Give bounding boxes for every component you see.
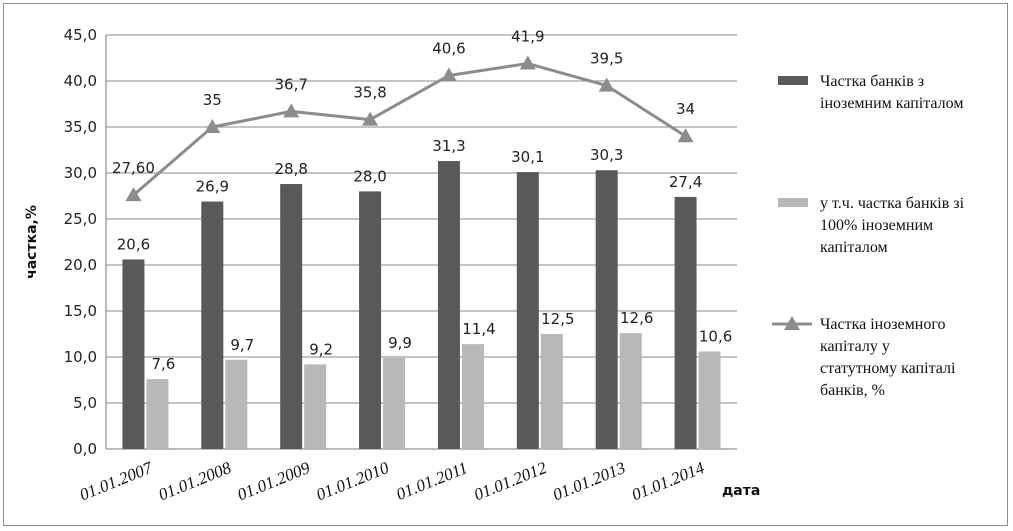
y-tick-label: 25,0 — [64, 210, 97, 228]
x-tick-label: 01.01.2011 — [394, 458, 471, 504]
legend: Частка банків з іноземним капіталом у т.ч.… — [772, 73, 965, 399]
y-tick-label: 45,0 — [64, 26, 97, 44]
data-label-100pct-foreign-banks: 12,5 — [541, 310, 574, 328]
x-tick-label: 01.01.2007 — [77, 458, 156, 505]
legend-entry-text: банків, % — [820, 382, 885, 399]
y-tick-label: 30,0 — [64, 164, 97, 182]
legend-entry-text: капіталу у — [820, 338, 890, 355]
line-point-marker — [677, 128, 694, 143]
legend-entry-text: капіталом — [820, 239, 888, 256]
x-tick-label: 01.01.2010 — [314, 458, 393, 504]
legend-swatch — [778, 198, 808, 207]
data-label-foreign-capital-banks: 27,4 — [669, 173, 702, 191]
bar-foreign-capital-banks — [122, 259, 145, 449]
data-label-foreign-share-in-capital: 34 — [676, 100, 695, 118]
bar-foreign-capital-banks — [516, 172, 539, 449]
data-label-100pct-foreign-banks: 9,9 — [388, 334, 412, 352]
data-label-foreign-share-in-capital: 39,5 — [590, 50, 623, 68]
y-axis-ticks: 0,0 5,0 10,0 15,0 20,0 25,0 30,0 35,0 40,0 45,0 — [64, 26, 97, 458]
bar-100pct-foreign-banks — [146, 379, 169, 449]
data-label-100pct-foreign-banks: 7,6 — [152, 355, 176, 373]
data-label-foreign-share-in-capital: 35 — [203, 91, 222, 109]
data-label-100pct-foreign-banks: 9,2 — [309, 340, 333, 358]
legend-triangle-icon — [784, 316, 800, 330]
bars — [122, 161, 721, 450]
x-tick-label: 01.01.2012 — [471, 458, 550, 504]
bar-100pct-foreign-banks — [461, 344, 484, 449]
y-tick-label: 0,0 — [73, 440, 97, 458]
legend-entry-text: у т.ч. частка банків зі — [820, 195, 965, 212]
bar-foreign-capital-banks — [437, 161, 460, 450]
bar-foreign-capital-banks — [359, 191, 382, 449]
data-label-foreign-share-in-capital: 40,6 — [432, 39, 465, 57]
legend-entry-text: Частка банків з — [820, 73, 924, 90]
data-label-100pct-foreign-banks: 12,6 — [620, 309, 653, 327]
line-point-marker — [362, 111, 379, 126]
data-label-foreign-share-in-capital: 27,60 — [112, 159, 155, 177]
y-axis-label: частка,% — [24, 205, 40, 279]
legend-entry-text: статутному капіталі — [820, 360, 956, 377]
bar-100pct-foreign-banks — [225, 359, 248, 449]
bar-foreign-capital-banks — [201, 201, 224, 449]
data-label-foreign-capital-banks: 30,3 — [590, 146, 623, 164]
data-label-foreign-capital-banks: 26,9 — [196, 178, 229, 196]
legend-entry-text: Частка іноземного — [820, 316, 946, 333]
line-foreign-share-in-capital — [132, 62, 687, 197]
axes — [105, 35, 737, 450]
x-axis-ticks: 01.01.2007 01.01.2008 01.01.2009 01.01.2010… — [77, 458, 708, 505]
y-tick-label: 35,0 — [64, 118, 97, 136]
y-tick-label: 5,0 — [73, 394, 97, 412]
data-label-foreign-share-in-capital: 35,8 — [353, 84, 386, 102]
bar-foreign-capital-banks — [280, 184, 303, 450]
data-label-foreign-capital-banks: 31,3 — [432, 137, 465, 155]
data-label-foreign-share-in-capital: 36,7 — [274, 75, 307, 93]
line-point-marker — [204, 119, 221, 133]
line-point-marker — [598, 77, 615, 92]
x-tick-label: 01.01.2013 — [550, 458, 628, 504]
line-point-marker — [283, 103, 300, 118]
chart-frame — [3, 3, 1008, 526]
bar-100pct-foreign-banks — [698, 351, 721, 449]
y-tick-label: 15,0 — [64, 302, 97, 320]
data-label-foreign-capital-banks: 20,6 — [117, 235, 150, 253]
line-point-marker — [519, 55, 536, 70]
data-label-100pct-foreign-banks: 11,4 — [462, 320, 495, 338]
bar-100pct-foreign-banks — [619, 333, 642, 449]
data-label-foreign-capital-banks: 28,0 — [353, 167, 386, 185]
x-tick-label: 01.01.2008 — [156, 458, 235, 504]
y-tick-label: 20,0 — [64, 256, 97, 274]
data-label-foreign-share-in-capital: 41,9 — [511, 28, 544, 46]
y-tick-label: 10,0 — [64, 348, 97, 366]
bar-100pct-foreign-banks — [304, 364, 327, 449]
line-point-marker — [440, 67, 457, 82]
bar-100pct-foreign-banks — [383, 357, 406, 449]
bar-100pct-foreign-banks — [540, 334, 563, 449]
data-label-100pct-foreign-banks: 9,7 — [230, 336, 254, 354]
data-label-foreign-capital-banks: 30,1 — [511, 148, 544, 166]
x-tick-label: 01.01.2014 — [629, 458, 708, 504]
x-tick-label: 01.01.2009 — [235, 458, 314, 504]
data-label-100pct-foreign-banks: 10,6 — [699, 327, 732, 345]
legend-entry-text: 100% іноземним — [820, 217, 933, 234]
x-axis-label: дата — [722, 483, 760, 499]
data-label-foreign-capital-banks: 28,8 — [274, 160, 307, 178]
data-labels: 20,6 7,6 26,9 9,7 28,8 9,2 28,0 9,9 31,3 11,4 30,1… — [112, 28, 732, 374]
bar-foreign-capital-banks — [674, 196, 697, 449]
y-tick-label: 40,0 — [64, 72, 97, 90]
legend-entry-text: іноземним капіталом — [820, 95, 963, 112]
line-series — [125, 55, 694, 202]
line-point-marker — [125, 187, 142, 202]
legend-swatch — [778, 76, 808, 85]
bar-foreign-capital-banks — [595, 170, 618, 450]
